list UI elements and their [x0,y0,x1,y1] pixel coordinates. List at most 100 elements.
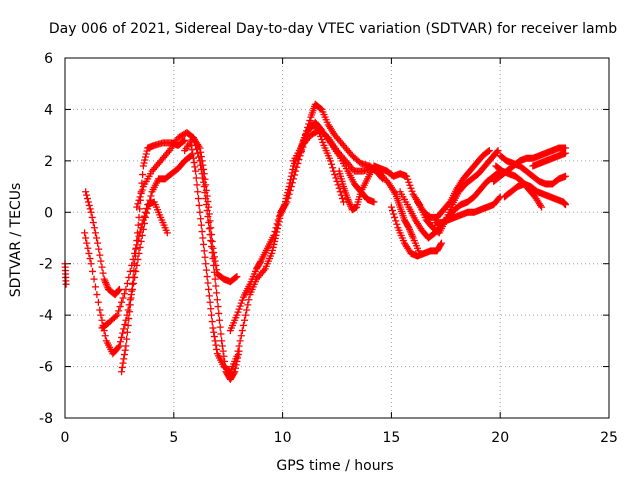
data-marker [204,279,212,287]
data-marker [91,283,99,291]
data-marker [393,220,401,228]
data-marker [91,229,99,237]
data-marker [115,286,123,294]
data-marker [98,316,106,324]
data-marker [218,337,226,345]
data-marker [127,294,135,302]
data-marker [123,335,131,343]
data-marker [233,311,241,319]
data-marker [119,329,127,337]
data-marker [163,229,171,237]
data-marker [493,148,501,156]
data-marker [120,351,128,359]
data-marker [205,225,213,233]
data-marker [336,188,344,196]
data-marker [180,137,188,145]
data-marker [338,195,346,203]
data-marker [306,117,314,125]
data-marker [94,298,102,306]
data-marker [211,275,219,283]
data-marker [213,296,221,304]
data-marker [86,255,94,263]
data-marker [84,198,92,206]
data-marker [113,311,121,319]
data-marker [392,217,400,225]
data-marker [319,138,327,146]
data-marker [212,341,220,349]
data-marker [196,144,204,152]
data-marker [131,249,139,257]
data-marker [189,154,197,162]
data-marker [303,130,311,138]
data-marker [118,333,126,341]
data-marker [94,239,102,247]
data-marker [86,205,94,213]
data-marker [87,260,95,268]
data-marker [120,355,128,363]
data-marker [87,208,95,216]
data-marker [88,213,96,221]
data-marker [120,325,128,333]
data-marker [328,160,336,168]
data-marker [331,171,339,179]
data-marker [99,269,107,277]
data-marker [484,147,492,155]
data-marker [119,294,127,302]
data-marker [232,273,240,281]
plot-frame [64,57,610,419]
data-marker [294,159,302,167]
series-track-s [501,180,569,209]
data-marker [243,306,251,314]
data-marker [237,332,245,340]
data-marker [216,323,224,331]
data-marker [85,249,93,257]
data-marker [213,345,221,353]
data-marker [300,139,308,147]
data-marker [293,163,301,171]
data-marker [340,198,348,206]
data-marker [126,267,134,275]
data-marker [147,192,155,200]
data-marker [236,337,244,345]
data-marker [198,157,206,165]
data-marker [241,316,249,324]
data-marker [122,285,130,293]
data-marker [142,208,150,216]
series-track-m [387,203,445,260]
chart-title: Day 006 of 2021, Sidereal Day-to-day VTE… [49,21,617,37]
data-marker [206,217,214,225]
data-marker [83,191,91,199]
series-track-g [181,134,241,286]
data-marker [90,275,98,283]
data-marker [202,260,210,268]
y-axis-label: SDTVAR / TECUs [8,183,24,298]
data-marker [143,204,151,212]
data-marker [137,237,145,245]
y-tick-label: 2 [44,154,53,170]
data-marker [120,290,128,298]
data-marker [212,261,220,269]
data-marker [202,266,210,274]
data-marker [329,164,337,172]
data-marker [197,215,205,223]
data-marker [208,243,216,251]
data-marker [208,231,216,239]
data-marker [95,245,103,253]
data-marker [388,207,396,215]
data-marker [123,279,131,287]
data-marker [140,159,148,167]
data-marker [403,172,411,180]
data-marker [406,181,414,189]
data-marker [126,301,134,309]
data-marker [270,231,278,239]
data-marker [188,146,196,154]
data-marker [118,368,126,376]
data-marker [297,147,305,155]
data-marker [205,285,213,293]
data-marker [244,301,252,309]
data-marker [235,305,243,313]
data-marker [209,244,217,252]
data-marker [112,312,120,320]
data-marker [318,135,326,143]
data-marker [201,175,209,183]
